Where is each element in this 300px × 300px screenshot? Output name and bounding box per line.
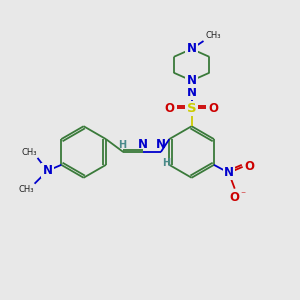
Text: CH₃: CH₃ <box>18 185 34 194</box>
Text: ⁻: ⁻ <box>241 190 246 201</box>
Text: N: N <box>42 164 52 177</box>
Text: CH₃: CH₃ <box>206 31 221 40</box>
Text: N: N <box>187 86 196 99</box>
Text: N: N <box>156 138 166 151</box>
Text: N: N <box>187 42 196 56</box>
Text: N: N <box>187 74 196 87</box>
Text: H: H <box>118 140 126 150</box>
Text: O: O <box>244 160 255 173</box>
Text: CH₃: CH₃ <box>21 148 37 157</box>
Text: S: S <box>187 102 196 115</box>
Text: N: N <box>224 166 234 179</box>
Text: H: H <box>162 158 170 168</box>
Text: O: O <box>230 190 240 204</box>
Text: N: N <box>138 138 148 151</box>
Text: O: O <box>165 102 175 115</box>
Text: O: O <box>208 102 218 115</box>
